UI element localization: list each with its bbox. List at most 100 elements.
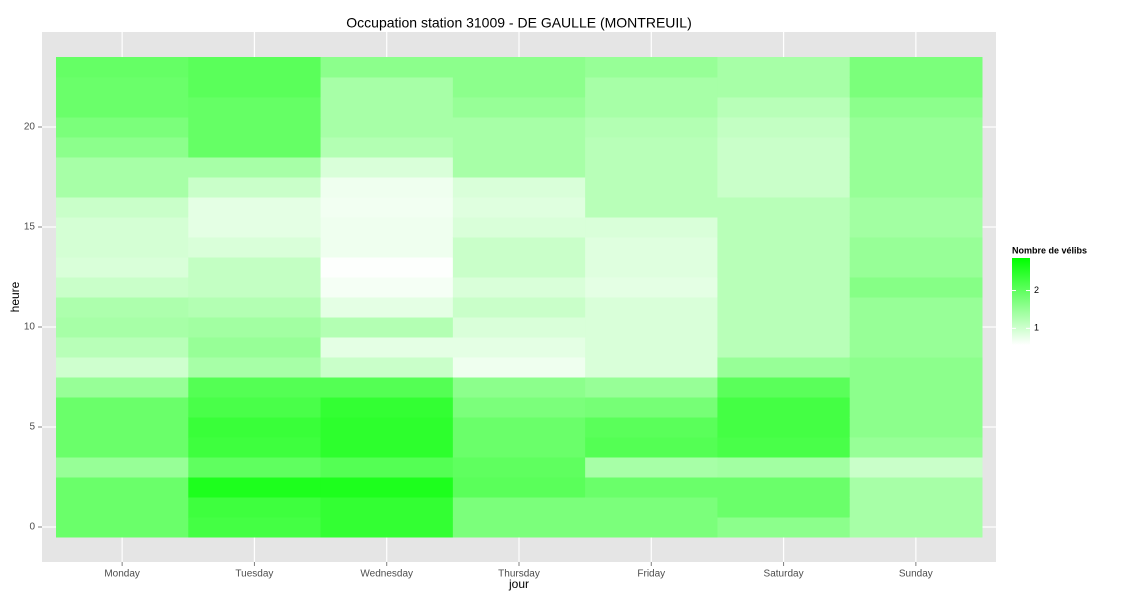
heat-cell: [717, 477, 851, 498]
heat-cell: [188, 357, 322, 378]
heat-cell: [320, 97, 454, 118]
heat-cell: [585, 517, 718, 538]
heat-cell: [188, 77, 322, 98]
y-tick-label: 15: [24, 222, 36, 233]
heat-cell: [56, 77, 189, 98]
heat-cell: [188, 457, 322, 478]
heat-cell: [188, 317, 322, 338]
heat-cell: [717, 397, 851, 418]
heat-cell: [717, 337, 851, 358]
heat-cell: [849, 237, 983, 258]
heat-cell: [585, 237, 718, 258]
heat-cell: [188, 197, 322, 218]
heat-cell: [56, 417, 189, 438]
heat-cell: [452, 197, 586, 218]
heat-cell: [56, 437, 189, 458]
heat-cell: [849, 497, 983, 518]
heat-cell: [452, 217, 586, 238]
heat-cell: [585, 257, 718, 278]
heat-cell: [849, 57, 983, 78]
heat-cell: [717, 517, 851, 538]
heat-cell: [849, 417, 983, 438]
heat-cell: [56, 357, 189, 378]
heat-cell: [585, 57, 718, 78]
colorbar-tick-label: 1: [1034, 323, 1039, 333]
heat-cell: [849, 477, 983, 498]
heat-cell: [320, 157, 454, 178]
heat-cell: [452, 277, 586, 298]
chart-title: Occupation station 31009 - DE GAULLE (MO…: [346, 15, 691, 31]
heat-cell: [452, 317, 586, 338]
heat-cell: [849, 197, 983, 218]
heat-cell: [585, 177, 718, 198]
heat-cell: [849, 377, 983, 398]
heat-cell: [56, 137, 189, 158]
heat-cell: [56, 317, 189, 338]
y-axis-label: heure: [8, 281, 22, 312]
x-tick-label: Monday: [104, 569, 140, 580]
heat-cell: [452, 297, 586, 318]
heat-cell: [717, 377, 851, 398]
heat-cell: [585, 137, 718, 158]
heat-cell: [188, 177, 322, 198]
heat-cell: [56, 257, 189, 278]
heat-cell: [56, 477, 189, 498]
heat-cell: [452, 377, 586, 398]
heat-cell: [717, 457, 851, 478]
heat-cell: [188, 397, 322, 418]
heat-cell: [320, 497, 454, 518]
heat-cell: [585, 317, 718, 338]
heat-cell: [320, 477, 454, 498]
heat-cell: [188, 377, 322, 398]
heat-cell: [452, 357, 586, 378]
x-axis-label: jour: [508, 577, 529, 591]
heat-cell: [849, 397, 983, 418]
x-tick-label: Sunday: [899, 569, 933, 580]
y-tick-label: 10: [24, 322, 36, 333]
heat-cell: [188, 297, 322, 318]
heat-cell: [849, 277, 983, 298]
heat-cell: [56, 337, 189, 358]
heat-cell: [188, 117, 322, 138]
heat-cell: [452, 177, 586, 198]
heat-cell: [452, 237, 586, 258]
heat-cell: [717, 277, 851, 298]
heat-cell: [849, 177, 983, 198]
heat-cell: [320, 217, 454, 238]
heat-cell: [585, 337, 718, 358]
heat-cell: [56, 177, 189, 198]
heat-cell: [452, 497, 586, 518]
heat-cell: [56, 57, 189, 78]
heat-cell: [717, 357, 851, 378]
heat-cell: [585, 277, 718, 298]
heat-cell: [717, 237, 851, 258]
heat-cell: [56, 97, 189, 118]
heat-cell: [188, 137, 322, 158]
x-tick-label: Wednesday: [360, 569, 413, 580]
heat-cell: [452, 77, 586, 98]
heat-cell: [717, 97, 851, 118]
heat-cell: [320, 417, 454, 438]
heat-cell: [849, 317, 983, 338]
heat-cell: [188, 237, 322, 258]
heat-cell: [717, 317, 851, 338]
heat-cell: [585, 377, 718, 398]
heat-cell: [320, 257, 454, 278]
heat-cell: [188, 437, 322, 458]
heat-cell: [320, 357, 454, 378]
heat-cell: [585, 77, 718, 98]
heat-cell: [56, 377, 189, 398]
heat-cell: [717, 437, 851, 458]
heat-cell: [320, 197, 454, 218]
heat-cell: [452, 437, 586, 458]
heat-cell: [585, 457, 718, 478]
heat-cell: [849, 77, 983, 98]
heat-cell: [320, 377, 454, 398]
y-tick-label: 5: [29, 422, 35, 433]
heat-cell: [452, 257, 586, 278]
heat-cell: [585, 117, 718, 138]
y-tick-label: 0: [29, 522, 35, 533]
heat-cell: [56, 297, 189, 318]
heat-cell: [452, 417, 586, 438]
